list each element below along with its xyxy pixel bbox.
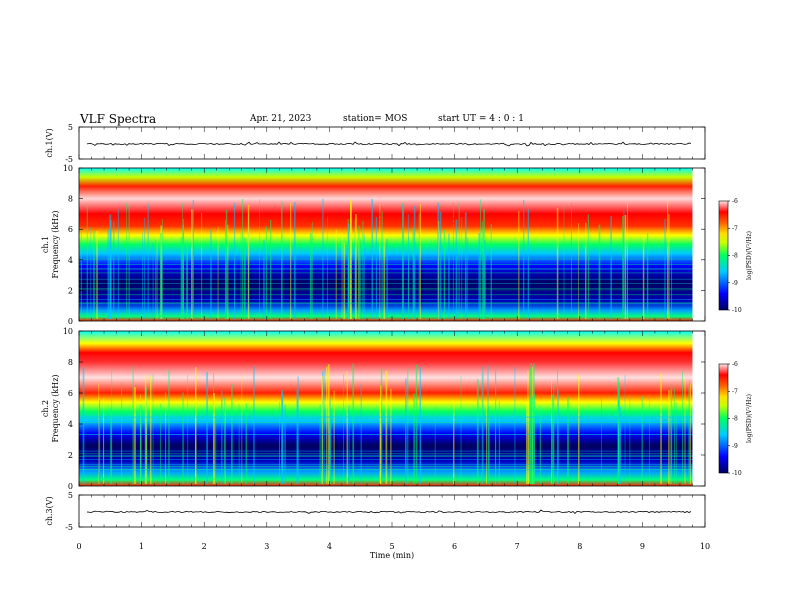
y-tick-label: 8	[68, 358, 73, 367]
colorbar-tick-label: -10	[732, 470, 742, 477]
colorbar-tick-label: -6	[732, 198, 738, 205]
colorbar-tick-label: -7	[732, 388, 738, 395]
x-axis-label: Time (min)	[370, 551, 414, 560]
colorbar-tick-label: -9	[732, 443, 738, 450]
y-tick-label: 10	[63, 327, 73, 336]
y-tick-label: 6	[68, 389, 73, 398]
colorbar-tick-label: -8	[732, 416, 738, 423]
colorbar-2	[718, 363, 729, 474]
y-tick-label: 2	[68, 286, 73, 295]
x-tick-label: 8	[577, 542, 582, 551]
x-tick-label: 2	[202, 542, 207, 551]
colorbar-title: log(PSD)(V²/Hz)	[746, 394, 753, 443]
no-data-region	[692, 168, 705, 321]
no-data-region	[692, 331, 705, 486]
chart-title: VLF Spectra	[80, 112, 157, 126]
x-tick-label: 0	[76, 542, 81, 551]
y-tick-label: 4	[68, 256, 73, 265]
x-tick-label: 1	[139, 542, 144, 551]
y-tick-label: 6	[68, 225, 73, 234]
y-tick-label: 5	[68, 491, 73, 500]
y-tick-label: 2	[68, 451, 73, 460]
waveform-series	[86, 509, 692, 514]
y-axis-label-frequency: Frequency (kHz)	[51, 210, 60, 278]
y-tick-label: -5	[65, 155, 73, 164]
y-axis-label: ch.1(V)	[45, 128, 54, 157]
colorbar-title: log(PSD)(V²/Hz)	[746, 231, 753, 280]
colorbar-tick-label: -8	[732, 253, 738, 260]
y-tick-label: -5	[65, 523, 73, 532]
date-label: Apr. 21, 2023	[250, 114, 312, 124]
colorbar-tick-label: -7	[732, 225, 738, 232]
waveform-series	[86, 141, 692, 147]
x-tick-label: 10	[700, 542, 710, 551]
colorbar-tick-label: -10	[732, 307, 742, 314]
x-tick-label: 5	[389, 542, 394, 551]
colorbar-tick-label: -6	[732, 361, 738, 368]
colorbar-1	[718, 200, 729, 311]
x-tick-label: 9	[640, 542, 645, 551]
y-tick-label: 4	[68, 420, 73, 429]
station-label: station= MOS	[343, 114, 408, 124]
y-axis-label-frequency: Frequency (kHz)	[51, 374, 60, 442]
spectrogram-1	[79, 168, 693, 321]
colorbar-tick-label: -9	[732, 280, 738, 287]
y-axis-label-channel: ch.2	[41, 400, 50, 417]
y-tick-label: 8	[68, 195, 73, 204]
x-tick-label: 6	[452, 542, 457, 551]
y-axis-label-channel: ch.1	[41, 236, 50, 253]
y-tick-label: 0	[68, 482, 73, 491]
y-tick-label: 5	[68, 123, 73, 132]
start-time-label: start UT = 4 : 0 : 1	[438, 114, 524, 124]
x-tick-label: 4	[327, 542, 332, 551]
y-tick-label: 0	[68, 317, 73, 326]
y-axis-label: ch.3(V)	[45, 496, 54, 525]
x-tick-label: 3	[264, 542, 269, 551]
y-tick-label: 10	[63, 164, 73, 173]
x-tick-label: 7	[515, 542, 520, 551]
